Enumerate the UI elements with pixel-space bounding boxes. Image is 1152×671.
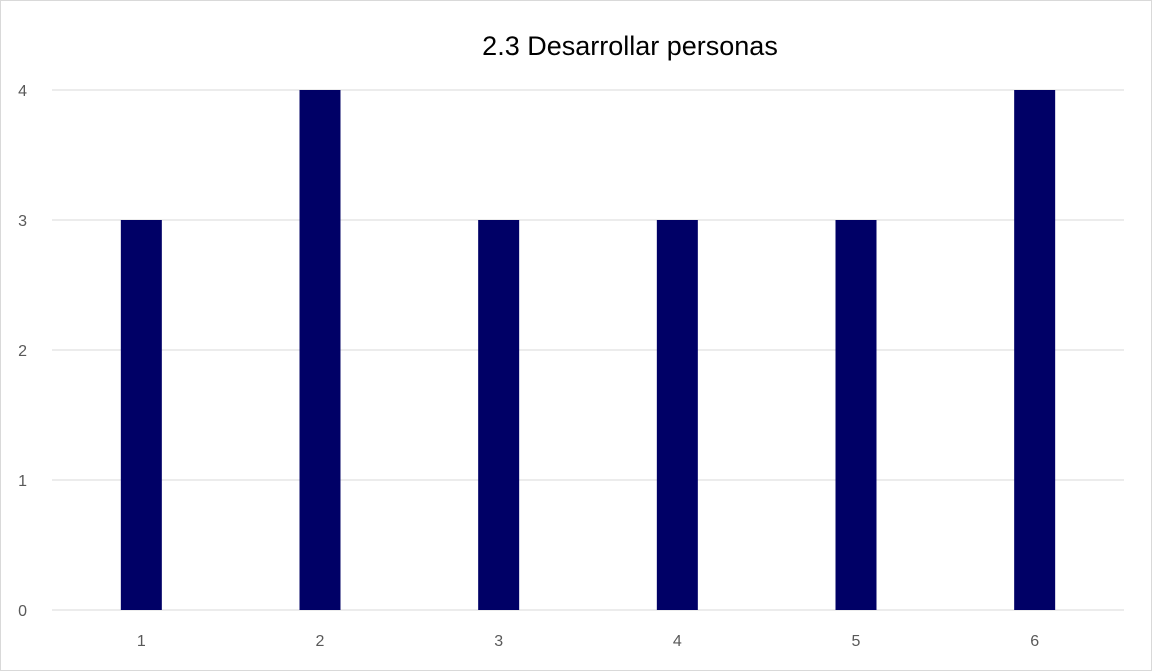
gridlines xyxy=(52,89,1124,611)
y-tick-label: 0 xyxy=(18,603,27,620)
x-axis-ticks: 1 2 3 4 5 6 xyxy=(137,633,1039,650)
x-tick-label: 6 xyxy=(1030,633,1039,650)
bar-4 xyxy=(656,220,698,610)
y-tick-label: 3 xyxy=(18,213,27,230)
x-tick-label: 4 xyxy=(673,633,682,650)
y-tick-label: 4 xyxy=(18,83,27,100)
x-tick-label: 2 xyxy=(316,633,325,650)
x-tick-label: 3 xyxy=(494,633,503,650)
y-axis-ticks: 0 1 2 3 4 xyxy=(18,83,27,620)
x-tick-label: 1 xyxy=(137,633,146,650)
chart-title: 2.3 Desarrollar personas xyxy=(482,31,778,61)
bar-1 xyxy=(120,220,162,610)
y-tick-label: 2 xyxy=(18,343,27,360)
bar-6 xyxy=(1014,90,1056,610)
bar-5 xyxy=(835,220,877,610)
y-tick-label: 1 xyxy=(18,473,27,490)
bars xyxy=(120,90,1056,610)
x-tick-label: 5 xyxy=(852,633,861,650)
bar-2 xyxy=(299,90,341,610)
bar-3 xyxy=(478,220,520,610)
